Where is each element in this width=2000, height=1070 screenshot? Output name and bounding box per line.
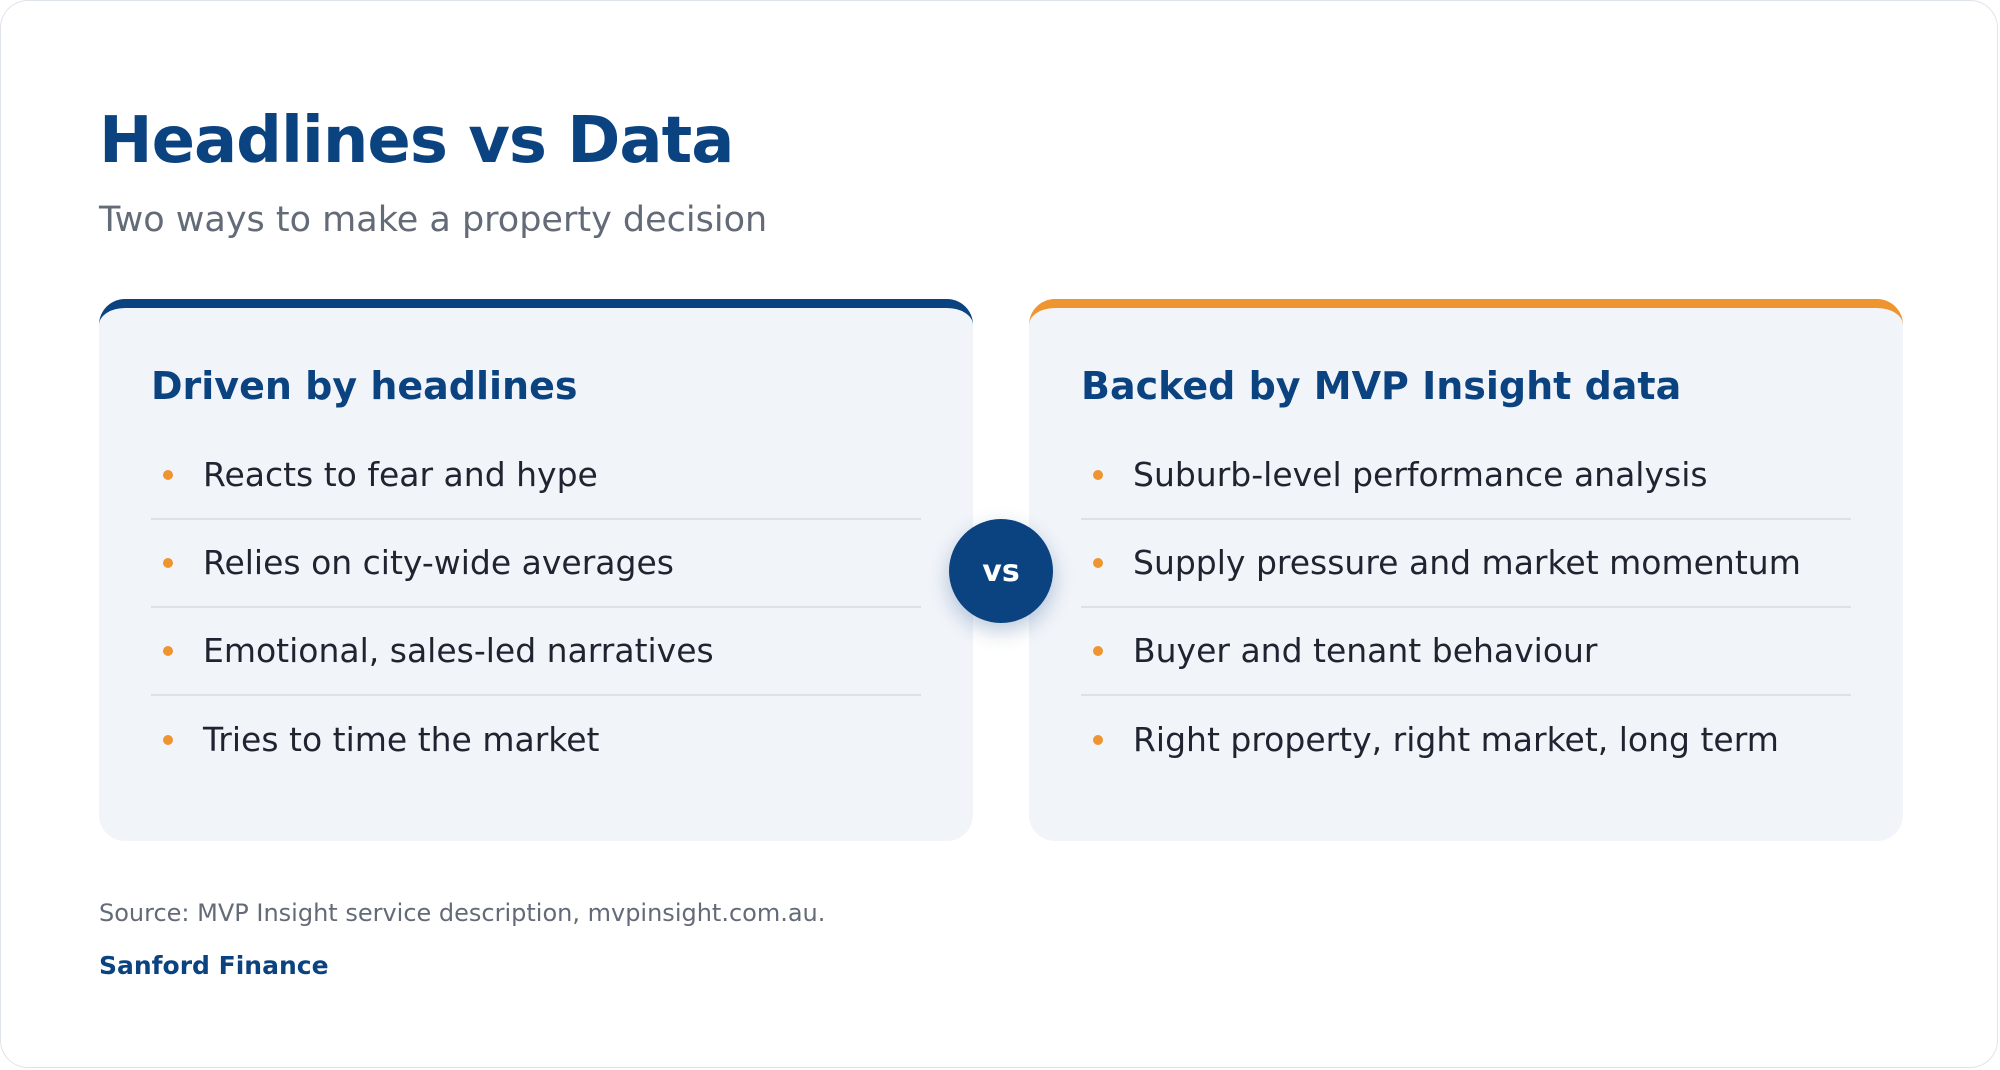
list-item-text: Reacts to fear and hype — [203, 455, 598, 494]
data-card: Backed by MVP Insight data Suburb-level … — [1029, 299, 1903, 841]
headlines-card-title: Driven by headlines — [151, 364, 578, 408]
headlines-list: Reacts to fear and hype Relies on city-w… — [151, 432, 921, 784]
list-item: Relies on city-wide averages — [151, 520, 921, 608]
list-item-text: Relies on city-wide averages — [203, 543, 674, 582]
bullet-dot-icon — [1093, 735, 1103, 745]
headlines-card: Driven by headlines Reacts to fear and h… — [99, 299, 973, 841]
list-item-text: Right property, right market, long term — [1133, 720, 1779, 759]
page-subtitle: Two ways to make a property decision — [99, 200, 768, 240]
list-item: Tries to time the market — [151, 696, 921, 784]
data-list: Suburb-level performance analysis Supply… — [1081, 432, 1851, 784]
data-card-title: Backed by MVP Insight data — [1081, 364, 1682, 408]
list-item: Emotional, sales-led narratives — [151, 608, 921, 696]
bullet-dot-icon — [1093, 470, 1103, 480]
list-item-text: Buyer and tenant behaviour — [1133, 631, 1598, 670]
bullet-dot-icon — [1093, 646, 1103, 656]
bullet-dot-icon — [1093, 558, 1103, 568]
list-item-text: Emotional, sales-led narratives — [203, 631, 714, 670]
page-title: Headlines vs Data — [99, 104, 734, 178]
brand-name: Sanford Finance — [99, 951, 329, 980]
list-item-text: Suburb-level performance analysis — [1133, 455, 1708, 494]
bullet-dot-icon — [163, 558, 173, 568]
bullet-dot-icon — [163, 470, 173, 480]
vs-badge: vs — [949, 519, 1053, 623]
list-item-text: Tries to time the market — [203, 720, 600, 759]
list-item: Reacts to fear and hype — [151, 432, 921, 520]
bullet-dot-icon — [163, 646, 173, 656]
list-item-text: Supply pressure and market momentum — [1133, 543, 1801, 582]
source-note: Source: MVP Insight service description,… — [99, 899, 826, 927]
list-item: Supply pressure and market momentum — [1081, 520, 1851, 608]
list-item: Right property, right market, long term — [1081, 696, 1851, 784]
list-item: Suburb-level performance analysis — [1081, 432, 1851, 520]
list-item: Buyer and tenant behaviour — [1081, 608, 1851, 696]
bullet-dot-icon — [163, 735, 173, 745]
